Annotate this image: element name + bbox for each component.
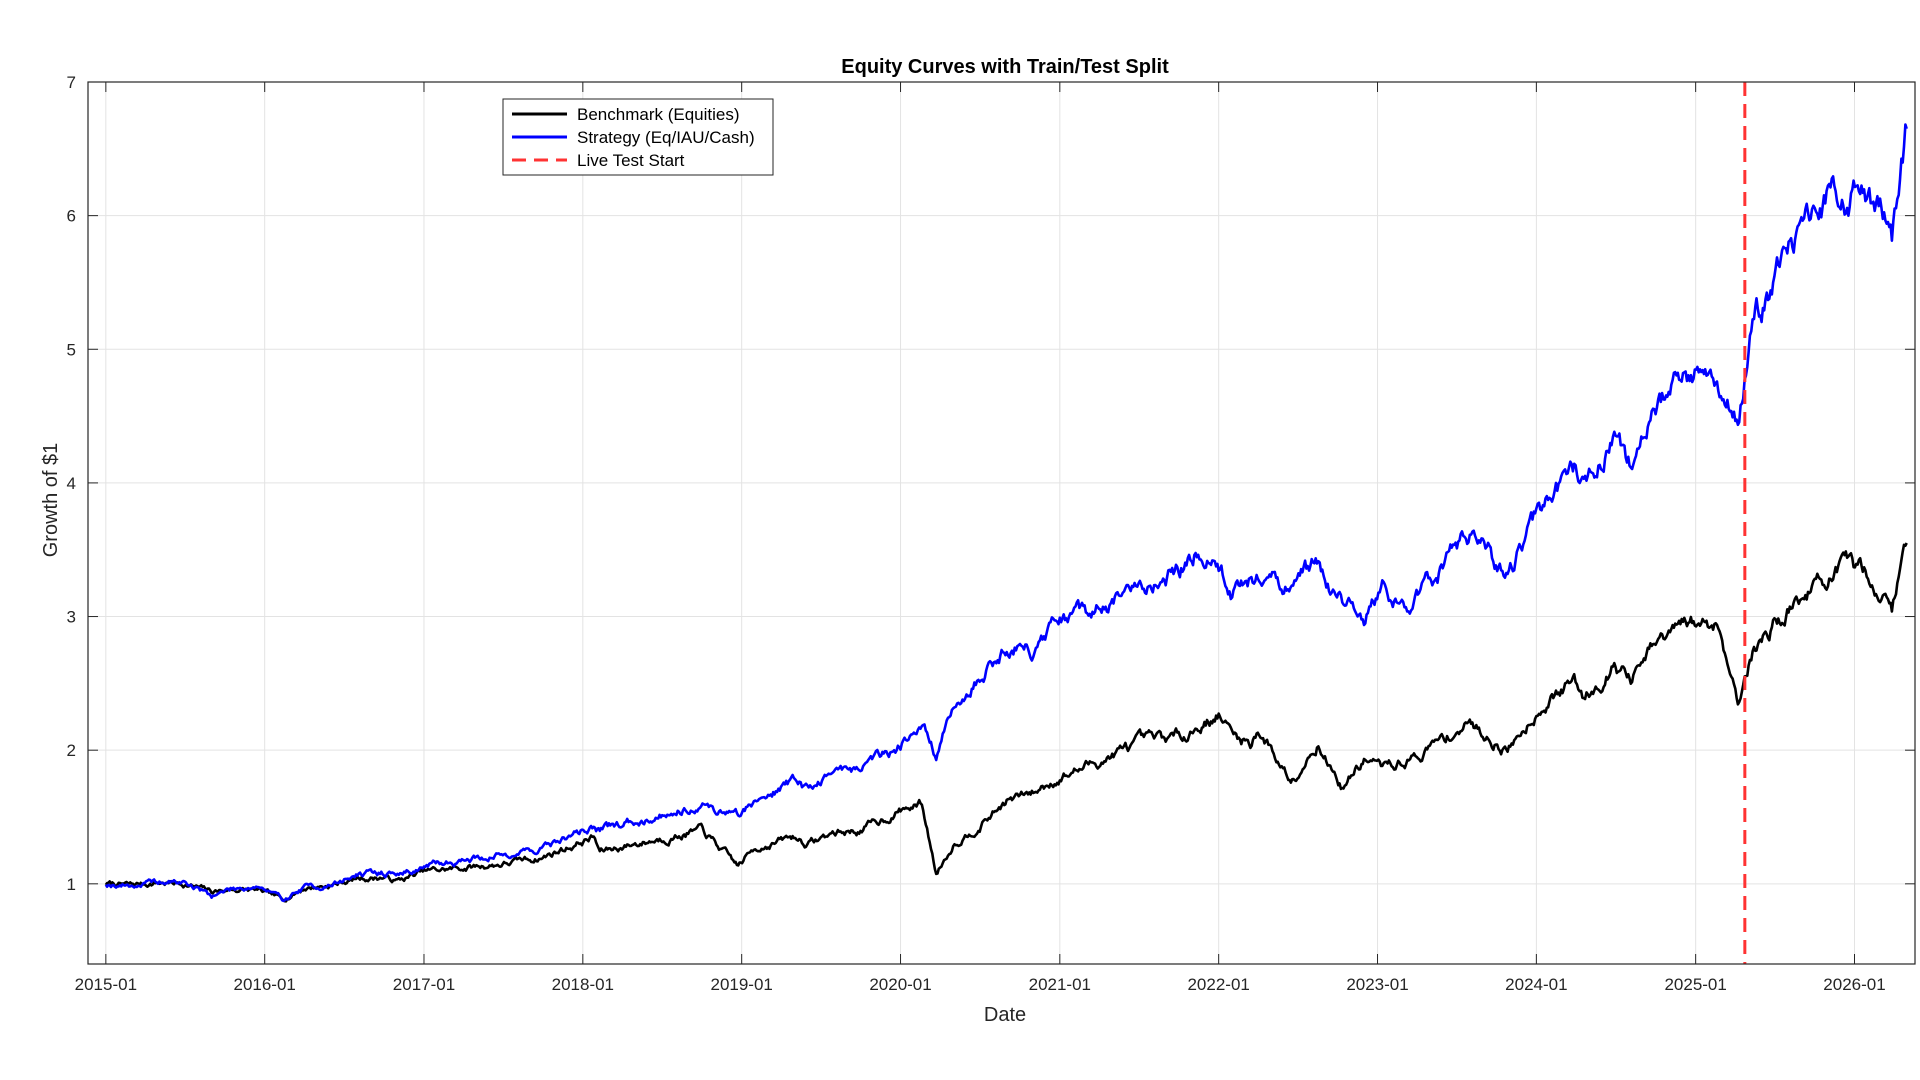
y-tick-label: 1 (67, 875, 76, 894)
y-tick-label: 4 (67, 474, 76, 493)
series-line-benchmark (104, 542, 1908, 903)
y-tick-label: 2 (67, 741, 76, 760)
legend-label-live-test-start: Live Test Start (577, 151, 685, 170)
x-tick-label: 2022-01 (1187, 975, 1249, 994)
x-axis-label: Date (984, 1004, 1026, 1026)
x-tick-labels: 2015-01 2016-01 2017-01 2018-01 2019-01 2020-… (75, 975, 1886, 994)
x-tick-label: 2021-01 (1029, 975, 1091, 994)
x-tick-label: 2023-01 (1346, 975, 1408, 994)
grid (88, 81, 1915, 964)
chart-title: Equity Curves with Train/Test Split (841, 56, 1169, 78)
y-tick-label: 3 (67, 608, 76, 627)
axes-box (87, 81, 1916, 965)
x-tick-label: 2018-01 (552, 975, 614, 994)
series (104, 82, 1908, 964)
legend: Benchmark (Equities) Strategy (Eq/IAU/Ca… (502, 98, 774, 176)
x-tick-label: 2016-01 (233, 975, 295, 994)
y-tick-label: 5 (67, 340, 76, 359)
y-tick-label: 7 (67, 73, 76, 92)
x-tick-label: 2015-01 (75, 975, 137, 994)
x-tick-label: 2020-01 (869, 975, 931, 994)
series-line-strategy (104, 123, 1908, 903)
x-tick-label: 2017-01 (393, 975, 455, 994)
x-tick-label: 2026-01 (1823, 975, 1885, 994)
x-tick-label: 2025-01 (1664, 975, 1726, 994)
x-tick-label: 2024-01 (1505, 975, 1567, 994)
legend-label-benchmark: Benchmark (Equities) (577, 105, 740, 124)
legend-label-strategy: Strategy (Eq/IAU/Cash) (577, 128, 755, 147)
y-tick-label: 6 (67, 207, 76, 226)
axis-ticks (88, 81, 1915, 964)
y-tick-labels: 1 2 3 4 5 6 7 (67, 73, 76, 894)
x-tick-label: 2019-01 (710, 975, 772, 994)
y-axis-label: Growth of $1 (40, 443, 62, 558)
